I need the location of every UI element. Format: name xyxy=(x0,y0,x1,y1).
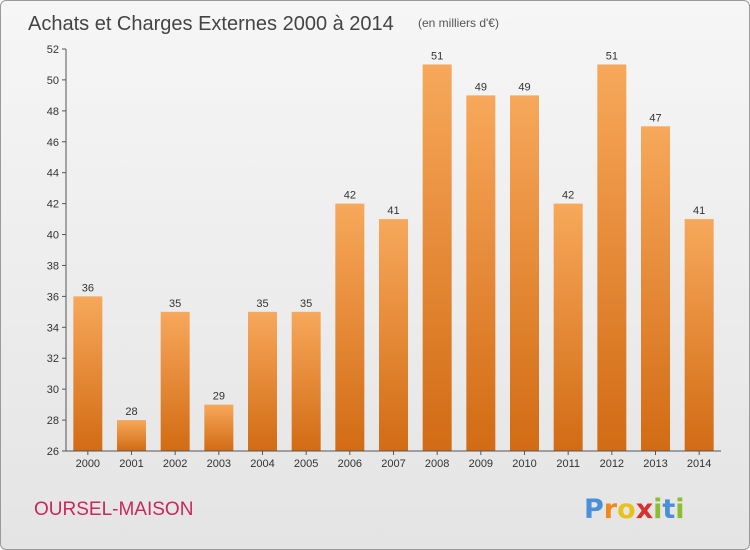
data-label: 35 xyxy=(300,298,312,310)
y-tick-label: 46 xyxy=(47,137,59,149)
x-tick-label: 2007 xyxy=(381,458,405,470)
data-label: 51 xyxy=(606,50,618,62)
x-tick-label: 2010 xyxy=(512,458,536,470)
data-label: 49 xyxy=(475,81,487,93)
proxiti-logo: Proxiti xyxy=(584,494,685,525)
bar xyxy=(466,95,496,451)
x-tick-label: 2009 xyxy=(469,458,493,470)
bar xyxy=(248,311,277,451)
data-label: 35 xyxy=(256,298,268,310)
x-tick-label: 2000 xyxy=(76,458,100,470)
logo-letter: i xyxy=(653,494,662,525)
x-tick-label: 2005 xyxy=(294,458,318,470)
bar xyxy=(204,404,234,451)
y-tick-label: 38 xyxy=(47,260,59,272)
logo-letter: r xyxy=(604,494,618,525)
x-tick-label: 2008 xyxy=(425,458,449,470)
bar xyxy=(160,311,190,451)
commune-name: OURSEL-MAISON xyxy=(34,499,193,520)
y-tick-label: 36 xyxy=(47,291,59,303)
y-tick-label: 34 xyxy=(47,322,59,334)
data-label: 49 xyxy=(518,81,530,93)
chart-title: Achats et Charges Externes 2000 à 2014 xyxy=(28,13,394,35)
logo-letter: t xyxy=(662,494,675,525)
logo-letter: o xyxy=(617,494,636,525)
data-label: 28 xyxy=(125,406,137,418)
y-tick-label: 50 xyxy=(47,75,59,87)
x-tick-label: 2004 xyxy=(250,458,274,470)
y-tick-label: 32 xyxy=(47,353,59,365)
bar xyxy=(510,95,539,451)
x-tick-label: 2001 xyxy=(119,458,143,470)
logo-letter: P xyxy=(584,494,604,525)
bar xyxy=(553,203,583,451)
bar xyxy=(335,203,365,451)
data-label: 41 xyxy=(387,205,399,217)
data-label: 35 xyxy=(169,298,181,310)
y-tick-label: 42 xyxy=(47,199,59,211)
logo-letter: i xyxy=(675,494,684,525)
bar xyxy=(641,126,670,452)
y-tick-label: 26 xyxy=(47,446,59,458)
chart-subtitle: (en milliers d'€) xyxy=(418,16,499,30)
bar xyxy=(422,64,452,451)
x-tick-label: 2012 xyxy=(600,458,624,470)
x-tick-label: 2013 xyxy=(643,458,667,470)
bar xyxy=(684,219,714,451)
bar xyxy=(291,311,321,451)
data-label: 47 xyxy=(649,112,661,124)
bar xyxy=(117,420,146,451)
bar xyxy=(379,219,408,451)
y-tick-label: 30 xyxy=(47,384,59,396)
data-label: 42 xyxy=(344,190,356,202)
y-tick-label: 28 xyxy=(47,415,59,427)
y-tick-label: 52 xyxy=(47,44,59,56)
x-tick-label: 2014 xyxy=(687,458,711,470)
data-label: 42 xyxy=(562,190,574,202)
x-axis-ticks: 2000 2001 2002 2003 2004 2005 2006 2007 2008 2009… xyxy=(76,451,711,470)
data-label: 51 xyxy=(431,50,443,62)
data-label: 41 xyxy=(693,205,705,217)
bars: 36 28 35 29 35 35 42 41 51 49 49 42 51 47 41 xyxy=(73,50,714,452)
x-tick-label: 2011 xyxy=(556,458,580,470)
y-tick-label: 48 xyxy=(47,106,59,118)
x-tick-label: 2003 xyxy=(207,458,231,470)
x-tick-label: 2002 xyxy=(163,458,187,470)
data-label: 36 xyxy=(82,282,94,294)
logo-letter: x xyxy=(636,494,653,525)
y-tick-label: 40 xyxy=(47,230,59,242)
y-axis-ticks: 26 28 30 32 34 36 38 40 42 44 46 48 50 52 xyxy=(47,44,66,458)
data-label: 29 xyxy=(213,391,225,403)
y-tick-label: 44 xyxy=(47,168,59,180)
x-tick-label: 2006 xyxy=(338,458,362,470)
bar xyxy=(597,64,627,451)
bar xyxy=(73,296,103,451)
